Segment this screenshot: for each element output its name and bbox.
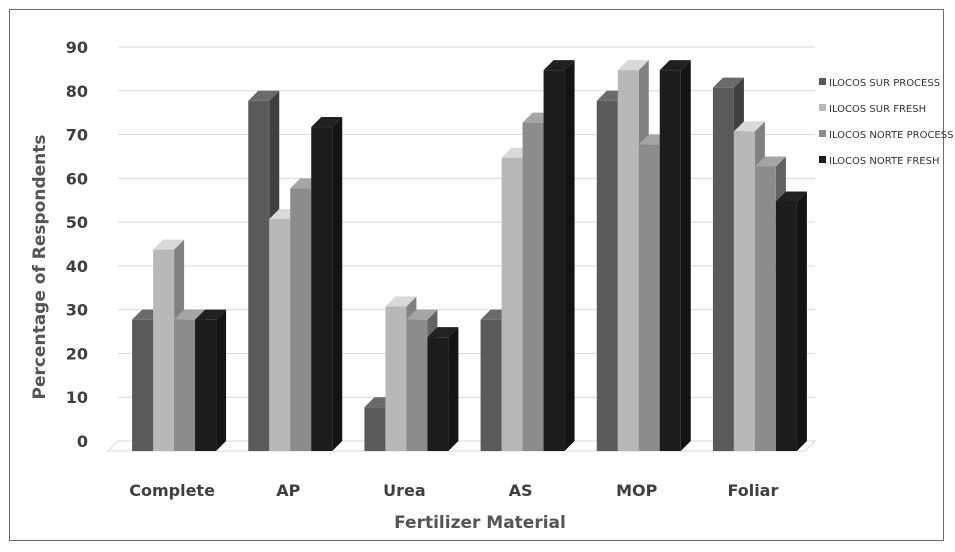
bar-top	[427, 327, 459, 338]
bar-side	[796, 191, 807, 451]
bar-front	[775, 201, 797, 451]
chart-floor	[106, 440, 817, 452]
x-category-label: MOP	[616, 481, 658, 500]
bar-top	[174, 309, 206, 320]
bar-side	[564, 60, 575, 452]
x-axis-categories: Complete AP Urea AS MOP Foliar	[129, 481, 778, 500]
y-tick-label: 80	[66, 82, 88, 101]
bar-front	[132, 319, 154, 451]
bar	[195, 309, 227, 451]
bar-top	[617, 60, 649, 71]
x-axis-title: Fertilizer Material	[394, 513, 566, 533]
bar-side	[448, 327, 459, 451]
legend-label: ILOCOS SUR FRESH	[829, 104, 926, 115]
bar-top	[248, 90, 280, 101]
bar-front	[712, 87, 734, 452]
x-category-label: Foliar	[727, 481, 778, 500]
bar-top	[406, 309, 438, 320]
bar-top	[733, 121, 765, 132]
bar-front	[269, 218, 291, 451]
bar-top	[311, 117, 343, 128]
bar-front	[596, 100, 618, 452]
bar-top	[153, 239, 185, 250]
x-category-label: AS	[509, 481, 533, 500]
bar-front	[480, 319, 502, 451]
bar-front	[406, 319, 428, 451]
bar-front	[248, 100, 270, 452]
bar-front	[364, 407, 386, 451]
bar-side	[332, 117, 343, 452]
y-tick-label: 0	[77, 432, 88, 451]
y-tick-label: 40	[66, 257, 88, 276]
x-category-label: Urea	[383, 481, 426, 500]
bar-front	[427, 337, 449, 451]
legend-swatch	[819, 130, 826, 137]
bar-top	[195, 309, 227, 320]
y-tick-label: 50	[66, 213, 88, 232]
bar-side	[680, 60, 691, 452]
bar-front	[290, 188, 312, 452]
bar	[427, 327, 459, 451]
y-tick-label: 60	[66, 169, 88, 188]
legend-swatch	[819, 156, 826, 163]
x-category-label: Complete	[129, 481, 215, 500]
bar-front	[174, 319, 196, 451]
y-axis-title: Percentage of Respondents	[30, 134, 50, 399]
y-tick-label: 90	[66, 38, 88, 57]
bar-front	[543, 70, 565, 451]
y-tick-label: 10	[66, 388, 88, 407]
bar	[775, 191, 807, 451]
bar	[659, 60, 691, 452]
y-tick-label: 70	[66, 126, 88, 145]
legend-swatch	[819, 104, 826, 111]
legend: ILOCOS SUR PROCESS ILOCOS SUR FRESH ILOCOS…	[819, 78, 953, 167]
bar-front	[638, 144, 660, 452]
x-category-label: AP	[276, 481, 300, 500]
bar-front	[522, 122, 544, 452]
bar-front	[311, 127, 333, 452]
bar-top	[659, 60, 691, 71]
gridlines	[106, 46, 817, 452]
bar-front	[195, 319, 217, 451]
bar-front	[754, 166, 776, 451]
bar	[543, 60, 575, 452]
bar-top	[712, 77, 744, 88]
bar-top	[543, 60, 575, 71]
bar-front	[617, 70, 639, 451]
y-tick-label: 30	[66, 301, 88, 320]
bar-front	[153, 249, 175, 451]
legend-swatch	[819, 78, 826, 85]
legend-item: ILOCOS SUR PROCESS	[819, 78, 940, 89]
bar	[311, 117, 343, 452]
y-tick-label: 20	[66, 344, 88, 363]
y-axis-ticks: 0 10 20 30 40 50 60 70 80 90	[66, 38, 88, 451]
bar-top	[775, 191, 807, 202]
legend-item: ILOCOS NORTE PROCESS	[819, 130, 953, 141]
legend-label: ILOCOS NORTE FRESH	[829, 156, 939, 167]
legend-item: ILOCOS SUR FRESH	[819, 104, 926, 115]
legend-item: ILOCOS NORTE FRESH	[819, 156, 939, 167]
bar-front	[501, 157, 523, 451]
bar-front	[659, 70, 681, 451]
bar-top	[385, 296, 417, 307]
bars	[132, 60, 807, 452]
legend-label: ILOCOS NORTE PROCESS	[829, 130, 953, 141]
bar-front	[385, 306, 407, 451]
bar-side	[216, 309, 227, 451]
legend-label: ILOCOS SUR PROCESS	[829, 78, 940, 89]
bar-front	[733, 131, 755, 451]
bar-top	[754, 156, 786, 167]
